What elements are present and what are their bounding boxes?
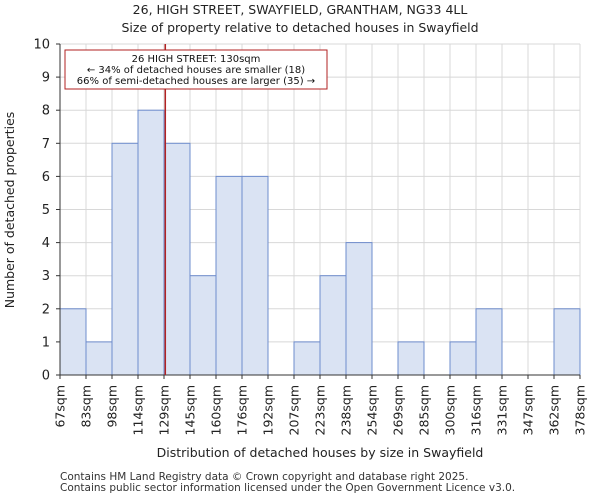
bar-83sqm (85, 341, 113, 376)
annotation-line-3: 66% of semi-detached houses are larger (… (77, 76, 315, 87)
x-tick-label-285sqm: 285sqm (417, 385, 432, 435)
footer: Contains HM Land Registry data © Crown c… (60, 472, 515, 494)
annotation-line-1: 26 HIGH STREET: 130sqm (132, 54, 261, 65)
x-tick-label-331sqm: 331sqm (495, 385, 510, 435)
chart-subtitle: Size of property relative to detached ho… (121, 20, 479, 35)
bar-362sqm (553, 308, 581, 376)
annotation-border (64, 49, 328, 90)
y-tick-labels: 0 1 2 3 4 5 6 7 8 9 10 (33, 38, 50, 384)
bar-238sqm (345, 242, 373, 376)
axes (56, 43, 581, 379)
x-axis-label: Distribution of detached houses by size … (157, 445, 484, 460)
x-tick-label-129sqm: 129sqm (157, 385, 172, 435)
y-tick-label-7: 7 (42, 137, 50, 152)
y-tick-label-6: 6 (42, 170, 50, 185)
bar-98sqm (111, 142, 139, 376)
footer-line-2: Contains public sector information licen… (60, 482, 516, 494)
x-tick-label-316sqm: 316sqm (469, 385, 484, 435)
x-tick-label-347sqm: 347sqm (521, 385, 536, 435)
x-tick-label-378sqm: 378sqm (573, 385, 588, 435)
x-tick-labels: 67sqm 83sqm 98sqm 114sqm 129sqm 145sqm 160sqm 1… (53, 385, 588, 435)
bar-145sqm (189, 275, 217, 376)
bar-114sqm (137, 109, 165, 376)
y-tick-label-1: 1 (42, 335, 50, 350)
annotation-line-2: ← 34% of detached houses are smaller (18… (87, 65, 305, 76)
bars (59, 109, 581, 376)
x-tick-label-145sqm: 145sqm (183, 385, 198, 435)
bar-129sqm (163, 142, 191, 376)
bar-269sqm (397, 341, 425, 376)
bar-160sqm (215, 175, 243, 376)
x-tick-label-207sqm: 207sqm (287, 385, 302, 435)
x-tick-label-238sqm: 238sqm (339, 385, 354, 435)
bar-316sqm (475, 308, 503, 376)
y-tick-label-2: 2 (42, 302, 50, 317)
y-tick-label-8: 8 (42, 104, 50, 119)
x-tick-label-114sqm: 114sqm (131, 385, 146, 435)
annotation-box: 26 HIGH STREET: 130sqm ← 34% of detached… (64, 49, 328, 90)
x-tick-label-269sqm: 269sqm (391, 385, 406, 435)
x-tick-label-223sqm: 223sqm (313, 385, 328, 435)
x-tick-label-254sqm: 254sqm (365, 385, 380, 435)
y-axis-label: Number of detached properties (2, 112, 17, 309)
x-tick-label-160sqm: 160sqm (209, 385, 224, 435)
x-tick-label-83sqm: 83sqm (79, 385, 94, 428)
x-tick-label-98sqm: 98sqm (105, 385, 120, 428)
x-tick-label-300sqm: 300sqm (443, 385, 458, 435)
x-tick-label-176sqm: 176sqm (235, 385, 250, 435)
y-tick-label-10: 10 (33, 38, 50, 53)
chart-title: 26, HIGH STREET, SWAYFIELD, GRANTHAM, NG… (132, 2, 468, 17)
y-tick-label-0: 0 (42, 369, 50, 384)
bar-207sqm (293, 341, 321, 376)
chart-title-block: 26, HIGH STREET, SWAYFIELD, GRANTHAM, NG… (0, 0, 600, 37)
x-tick-label-67sqm: 67sqm (53, 385, 68, 428)
y-tick-label-9: 9 (42, 71, 50, 86)
x-tick-label-362sqm: 362sqm (547, 385, 562, 435)
bar-223sqm (319, 275, 347, 376)
bar-300sqm (449, 341, 477, 376)
y-tick-label-3: 3 (42, 269, 50, 284)
y-tick-label-5: 5 (42, 203, 50, 218)
bar-176sqm (241, 175, 269, 376)
footer-line-1: Contains HM Land Registry data © Crown c… (60, 471, 469, 483)
y-tick-label-4: 4 (42, 236, 50, 251)
bar-67sqm (59, 308, 87, 376)
x-tick-label-192sqm: 192sqm (261, 385, 276, 435)
